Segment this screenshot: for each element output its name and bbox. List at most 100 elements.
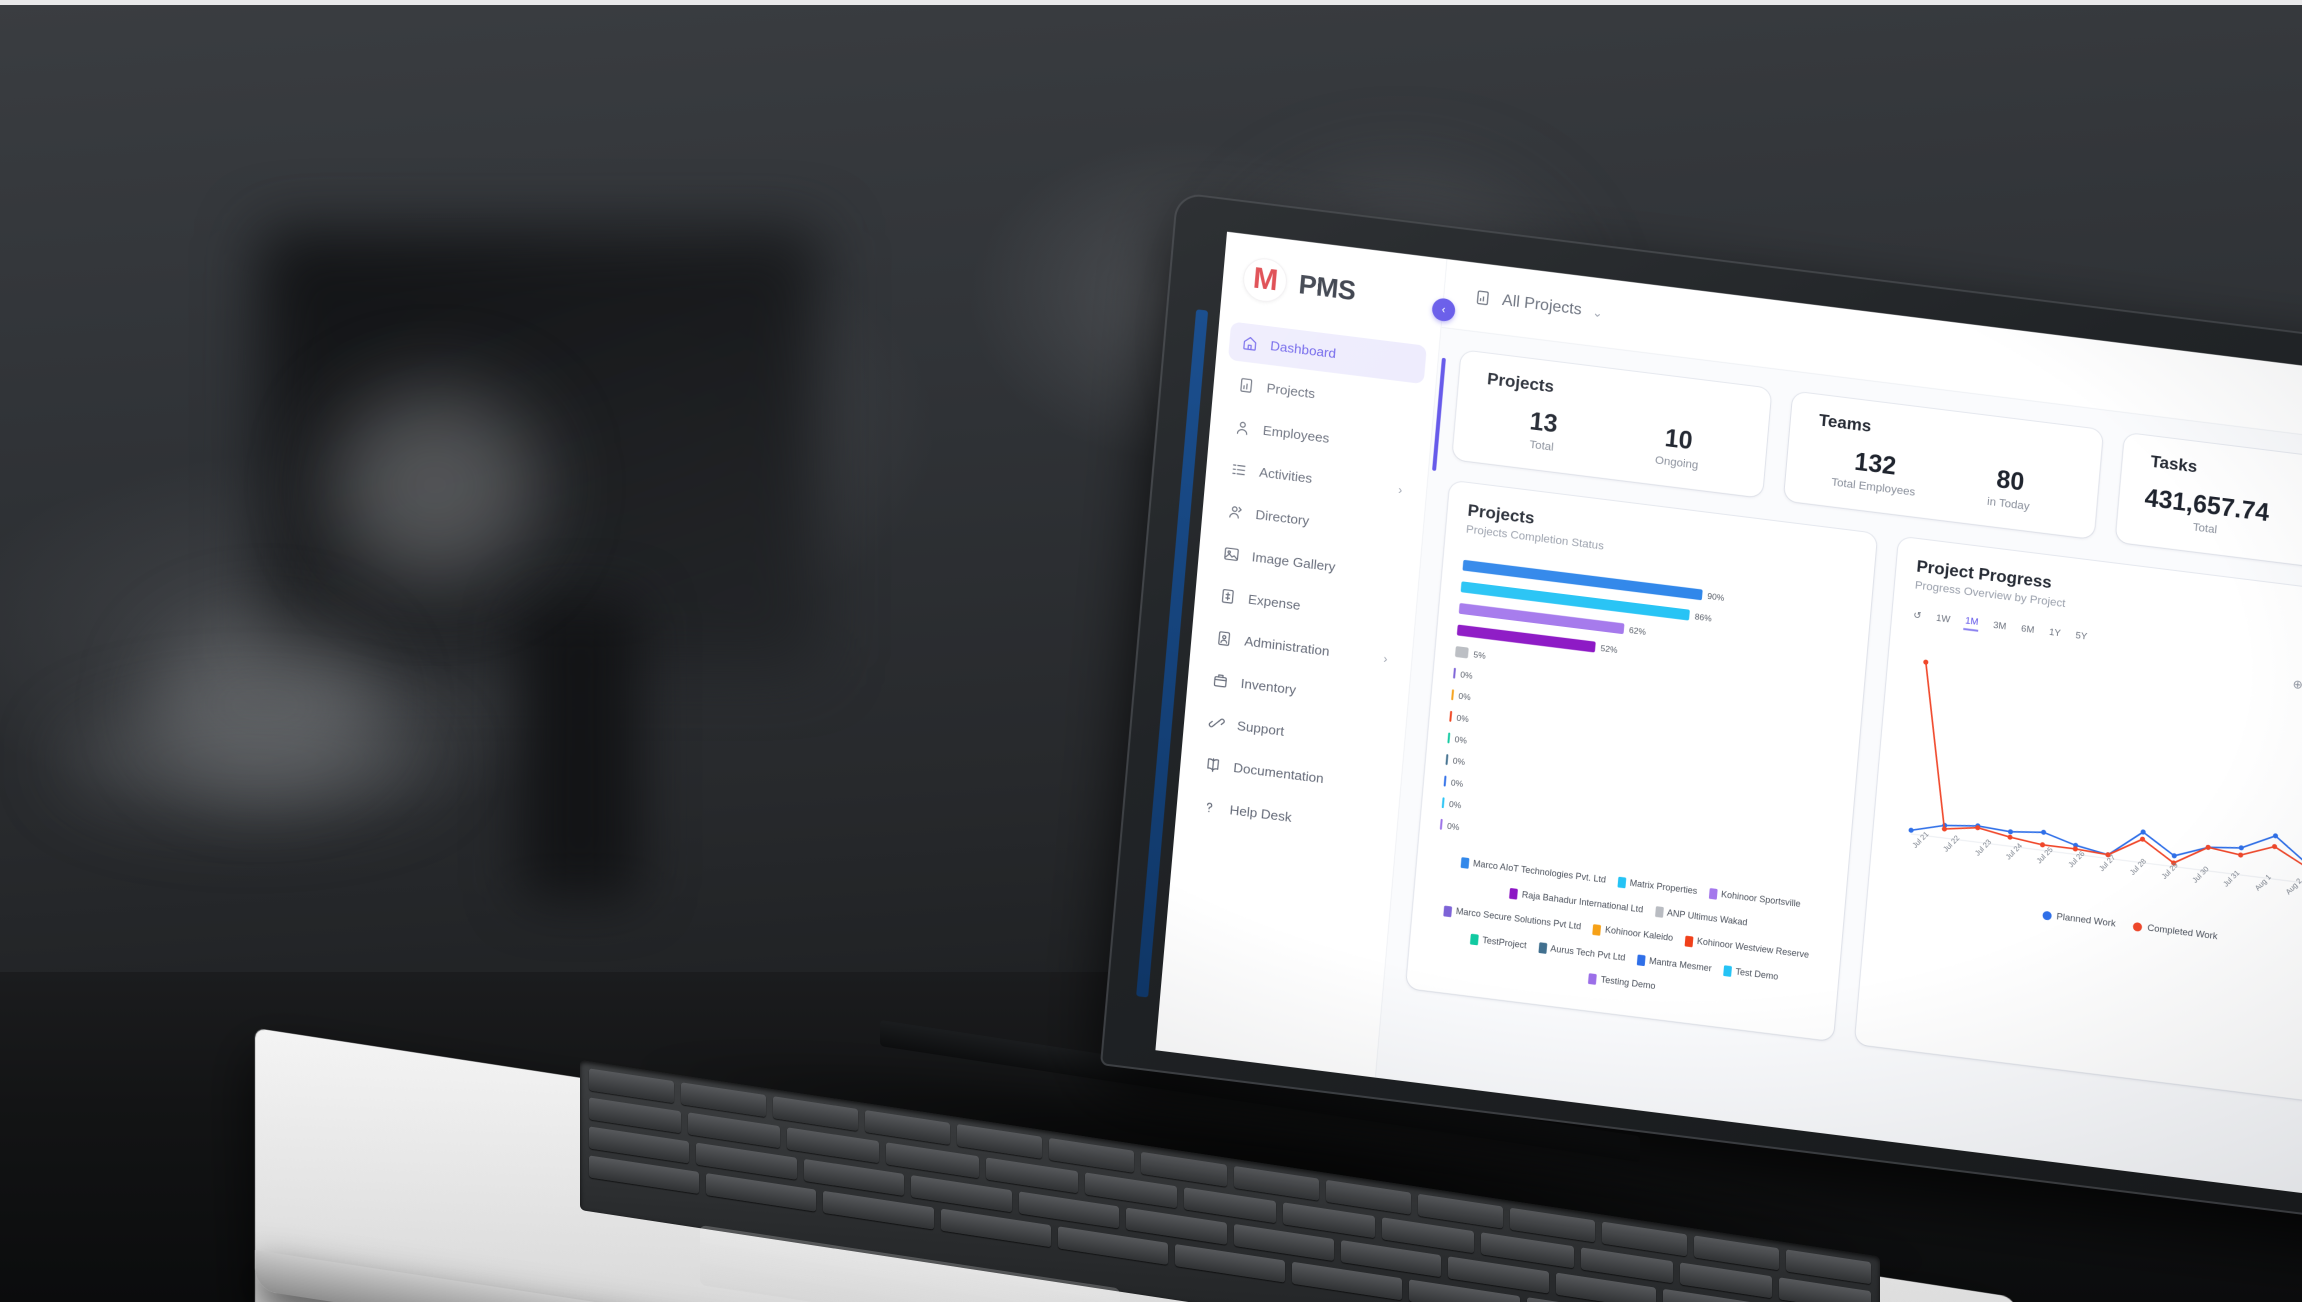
zoom-in-icon[interactable]: ⊕: [2292, 676, 2302, 692]
app-logo-icon: M: [1241, 255, 1289, 305]
bar: [1453, 667, 1456, 679]
sidebar-item-expense[interactable]: Expense: [1206, 575, 1405, 638]
chevron-right-icon: ›: [1382, 651, 1389, 666]
legend-swatch: [1509, 888, 1519, 901]
bar: [1443, 775, 1447, 787]
legend-swatch: [1588, 973, 1598, 986]
bar-value-label: 0%: [1454, 733, 1468, 746]
sidebar-item-employees[interactable]: Employees: [1221, 406, 1420, 469]
legend-label: Mantra Mesmer: [1648, 955, 1713, 974]
background-mug: [150, 620, 380, 790]
top-light-strip: [0, 0, 2302, 5]
key: [1693, 1235, 1780, 1271]
bar-value-label: 86%: [1694, 610, 1713, 623]
brand-name: PMS: [1297, 269, 1357, 306]
bar-value-label: 0%: [1450, 776, 1464, 789]
stat-cell: 66,993 Completed: [2272, 499, 2302, 560]
bar-value-label: 0%: [1452, 755, 1466, 767]
bar-value-label: 90%: [1706, 590, 1725, 603]
bar-value-label: 0%: [1446, 820, 1460, 832]
teams-icon: [1810, 412, 1828, 447]
line-legend-item[interactable]: Planned Work: [2042, 910, 2116, 930]
sidebar-item-label: Directory: [1254, 507, 1310, 529]
sidebar-item-dashboard[interactable]: Dashboard: [1227, 321, 1427, 385]
stat-card-teams: Teams 132 Total Employees 80 in Today: [1783, 391, 2104, 540]
legend-swatch: [1460, 857, 1470, 869]
sidebar-item-administration[interactable]: Administration ›: [1202, 617, 1401, 680]
projects-icon: [1237, 376, 1255, 395]
legend-label: Kohinoor Kaleido: [1604, 925, 1674, 944]
projects-icon: [1476, 290, 1489, 306]
bar-value-label: 0%: [1456, 712, 1470, 724]
range-tab-1m[interactable]: 1M: [1963, 613, 1980, 632]
sidebar-item-label: Activities: [1258, 464, 1313, 487]
bar-value-label: 62%: [1628, 624, 1647, 637]
bar-value-label: 52%: [1600, 642, 1618, 655]
sidebar-item-label: Employees: [1262, 422, 1330, 446]
range-tab-3m[interactable]: 3M: [1992, 619, 2007, 633]
background-monitor: [260, 230, 820, 670]
sidebar-item-label: Support: [1236, 718, 1285, 739]
range-tab-1w[interactable]: 1W: [1935, 612, 1951, 626]
range-tab-6m[interactable]: 6M: [2020, 623, 2035, 636]
key: [1233, 1165, 1319, 1201]
bar: [1451, 689, 1455, 701]
dashboard-content: Projects 13 Total 10 Ongoing Teams 132 T…: [1376, 328, 2302, 1204]
sidebar-item-directory[interactable]: Directory: [1213, 490, 1412, 553]
legend-item[interactable]: Testing Demo: [1588, 970, 1656, 996]
sidebar-item-label: Help Desk: [1229, 802, 1293, 825]
chevron-right-icon: ›: [1397, 482, 1403, 497]
background-paper: [60, 700, 440, 820]
sidebar-item-label: Administration: [1243, 633, 1331, 660]
sidebar-nav: Dashboard Projects Employees Activities › Dir…: [1175, 316, 1439, 858]
sidebar-item-support[interactable]: Support: [1195, 701, 1394, 764]
sidebar-item-image-gallery[interactable]: Image Gallery: [1209, 532, 1408, 595]
legend-item[interactable]: TestProject: [1469, 930, 1528, 954]
bar: [1454, 646, 1470, 659]
stat-cell: 13 Total: [1474, 400, 1613, 461]
sidebar-item-inventory[interactable]: Inventory: [1198, 659, 1397, 722]
sidebar-item-label: Dashboard: [1269, 338, 1337, 362]
key: [1601, 1221, 1687, 1257]
legend-label: TestProject: [1481, 934, 1528, 951]
sidebar-item-projects[interactable]: Projects: [1224, 364, 1423, 427]
pms-application: M PMS Dashboard Projects Employees Activiti…: [1155, 231, 2302, 1205]
chart-panels: Projects Projects Completion Status 90% 8…: [1405, 480, 2302, 1109]
sidebar-item-label: Projects: [1266, 380, 1316, 402]
legend-label: Matrix Properties: [1629, 877, 1698, 897]
user-icon: [1233, 418, 1251, 437]
key: [1141, 1151, 1227, 1187]
stat-cell: 80 in Today: [1940, 458, 2079, 519]
stat-cell: 431,657.74 Total: [2137, 482, 2276, 543]
sidebar-item-documentation[interactable]: Documentation: [1191, 743, 1390, 806]
legend-label: Planned Work: [2056, 911, 2117, 930]
progress-panel: Project Progress Progress Overview by Pr…: [1854, 536, 2302, 1109]
project-selector[interactable]: All Projects ⌄: [1474, 288, 1604, 322]
key: [957, 1124, 1043, 1159]
stat-card-projects: Projects 13 Total 10 Ongoing: [1452, 350, 1772, 498]
bar-value-label: 0%: [1460, 669, 1474, 681]
bar-value-label: 5%: [1473, 648, 1487, 661]
expense-icon: [1219, 587, 1237, 606]
stat-card-tasks: Tasks 431,657.74 Total 66,993 Completed: [2115, 432, 2302, 581]
bar: [1449, 710, 1453, 722]
question-icon: [1200, 798, 1218, 817]
documentation-icon: [1204, 756, 1222, 775]
sidebar-item-activities[interactable]: Activities ›: [1217, 448, 1416, 511]
legend-label: Completed Work: [2146, 922, 2218, 943]
logo-letter: M: [1251, 261, 1279, 298]
stat-card-body: 431,657.74 Total 66,993 Completed: [2137, 482, 2302, 560]
sidebar-item-label: Inventory: [1240, 675, 1297, 698]
list-icon: [1230, 460, 1248, 479]
range-tab-↺[interactable]: ↺: [1912, 609, 1922, 622]
chevron-down-icon: ⌄: [1591, 304, 1604, 320]
sidebar-item-help-desk[interactable]: Help Desk: [1187, 786, 1386, 849]
stat-card-title: Tasks: [2149, 452, 2199, 477]
bar: [1445, 754, 1449, 766]
range-tab-1y[interactable]: 1Y: [2048, 626, 2062, 640]
range-tab-5y[interactable]: 5Y: [2075, 630, 2088, 643]
line-legend-item[interactable]: Completed Work: [2133, 921, 2218, 942]
legend-item[interactable]: Test Demo: [1723, 962, 1779, 986]
